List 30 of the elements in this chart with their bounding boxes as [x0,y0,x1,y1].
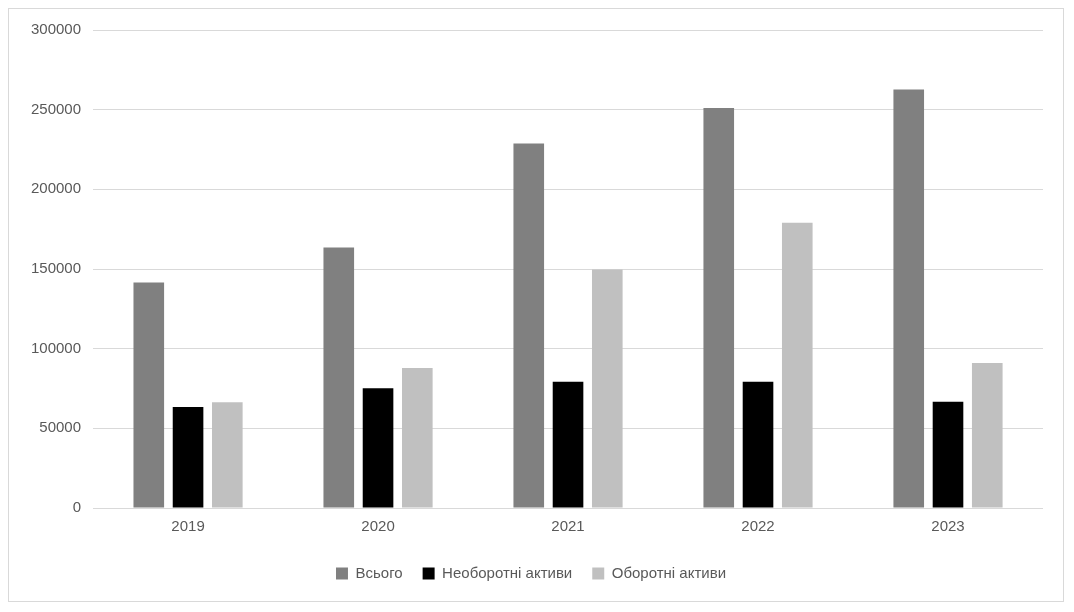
x-tick-label: 2020 [361,517,395,535]
bar [781,222,813,508]
y-tick-label: 50000 [39,418,82,436]
bar [893,89,925,508]
bar [703,108,735,508]
bar [133,282,165,508]
bar [971,363,1003,508]
x-tick-label: 2022 [741,517,775,535]
bar [552,381,584,508]
y-tick-label: 100000 [30,338,82,356]
bar [323,247,355,508]
y-tick-label: 150000 [30,259,82,277]
x-tick-label: 2023 [931,517,965,535]
bar [362,388,394,508]
x-tick-label: 2021 [551,517,585,535]
bar [932,401,964,508]
y-tick-label: 200000 [30,179,82,197]
y-tick-label: 250000 [30,99,82,117]
y-tick-label: 0 [72,498,82,516]
legend-label: Необоротні активи [442,563,573,581]
bar [591,269,623,508]
bar [742,381,774,508]
bar [513,143,545,508]
bar [172,406,204,508]
bar [212,402,243,508]
y-tick-label: 300000 [30,20,82,38]
legend-label: Оборотні активи [611,563,727,581]
bar [401,367,433,508]
legend-label: Всього [355,563,403,581]
x-tick-label: 2019 [171,517,205,535]
